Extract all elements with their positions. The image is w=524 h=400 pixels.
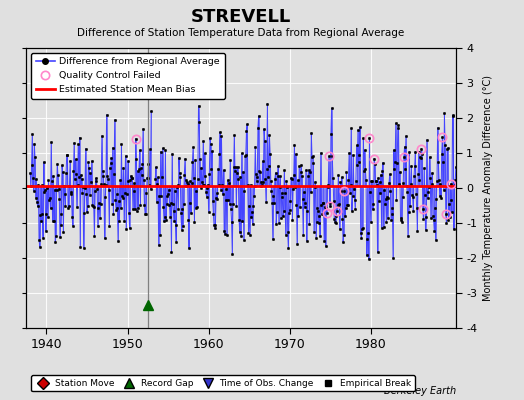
Quality Control Failed [420,206,426,211]
Quality Control Failed [401,154,407,159]
Quality Control Failed [324,211,330,216]
Quality Control Failed [133,136,139,141]
Difference from Regional Average [27,171,34,176]
Line: Difference from Regional Average: Difference from Regional Average [29,110,152,249]
Quality Control Failed [327,203,333,208]
Quality Control Failed [443,212,449,217]
Difference from Regional Average [81,245,87,250]
Difference from Regional Average [135,206,141,211]
Difference from Regional Average [73,172,79,177]
Quality Control Failed [334,208,340,213]
Quality Control Failed [418,146,424,151]
Quality Control Failed [439,135,445,140]
Legend: Station Move, Record Gap, Time of Obs. Change, Empirical Break: Station Move, Record Gap, Time of Obs. C… [31,375,414,392]
Quality Control Failed [371,156,377,161]
Text: Berkeley Earth: Berkeley Earth [384,386,456,396]
Difference from Regional Average [29,132,36,136]
Quality Control Failed [366,135,373,140]
Difference from Regional Average [52,240,58,244]
Difference from Regional Average [148,109,155,114]
Legend: Difference from Regional Average, Quality Control Failed, Estimated Station Mean: Difference from Regional Average, Qualit… [31,53,225,99]
Text: Difference of Station Temperature Data from Regional Average: Difference of Station Temperature Data f… [78,28,405,38]
Line: Quality Control Failed: Quality Control Failed [132,133,455,218]
Quality Control Failed [447,181,454,186]
Quality Control Failed [341,188,347,193]
Y-axis label: Monthly Temperature Anomaly Difference (°C): Monthly Temperature Anomaly Difference (… [483,75,493,301]
Text: STREVELL: STREVELL [191,8,291,26]
Difference from Regional Average [41,190,48,194]
Quality Control Failed [326,154,332,158]
Difference from Regional Average [145,176,151,180]
